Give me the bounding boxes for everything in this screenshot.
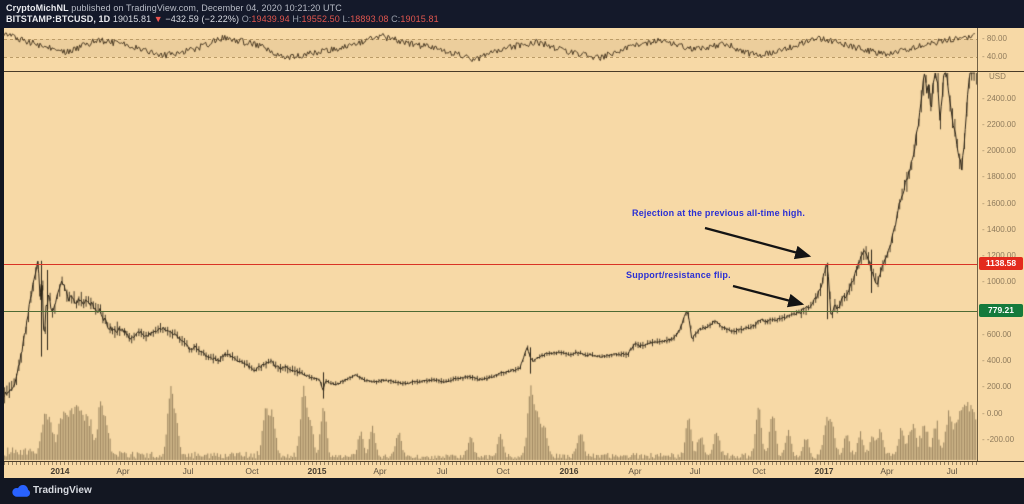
price-axis-border (977, 28, 978, 477)
time-label-apr: Apr (880, 466, 894, 476)
time-label-apr: Apr (373, 466, 387, 476)
price-tick-label: - 1600.00 (982, 198, 1016, 208)
price-tick-label: - 2000.00 (982, 146, 1016, 156)
ohlc-value: 19439.94 (251, 14, 290, 24)
time-label-apr: Apr (628, 466, 642, 476)
support-price-badge: 779.21 (979, 304, 1023, 318)
time-label-apr: Apr (116, 466, 130, 476)
ohlc-label: O: (241, 14, 252, 24)
ohlc-values: O:19439.94 H:19552.50 L:18893.08 C:19015… (242, 14, 439, 24)
price-change: −432.59 (−2.22%) (165, 14, 240, 24)
ohlc-label: L: (339, 14, 351, 24)
time-label-2016: 2016 (559, 466, 579, 476)
author-name: CryptoMichNL (6, 3, 69, 13)
time-label-jul: Jul (182, 466, 194, 476)
time-label-jul: Jul (436, 466, 448, 476)
oscillator-tick-label: - 40.00 (982, 51, 1007, 61)
price-tick-label: - 2400.00 (982, 93, 1016, 103)
price-tick-label: - 400.00 (982, 356, 1012, 366)
ohlc-label: C: (388, 14, 401, 24)
ohlc-label: H: (289, 14, 302, 24)
price-tick-label: - 200.00 (982, 382, 1012, 392)
main-pane-bottom-border (4, 461, 1024, 462)
time-axis[interactable]: 2014 Apr Jul Oct 2015 Apr Jul Oct 2016 Apr Jul Oct 2… (4, 462, 1024, 478)
time-label-jul: Jul (689, 466, 701, 476)
publish-line: CryptoMichNL published on TradingView.co… (6, 3, 342, 13)
time-label-jul: Jul (946, 466, 958, 476)
brand-name: TradingView (33, 485, 92, 496)
publish-info: published on TradingView.com, December 0… (68, 3, 342, 13)
footer: TradingView (0, 478, 1024, 504)
header: CryptoMichNL published on TradingView.co… (0, 0, 1024, 28)
time-label-2014: 2014 (50, 466, 70, 476)
price-chart-canvas[interactable] (0, 28, 1024, 462)
price-tick-label: - 1400.00 (982, 224, 1016, 234)
time-label-2015: 2015 (307, 466, 327, 476)
time-label-oct: Oct (752, 466, 766, 476)
price-tick-label: - 1200.00 (982, 251, 1016, 261)
last-price: 19015.81 (112, 14, 152, 24)
ohlc-value: 18893.08 (350, 14, 389, 24)
time-label-oct: Oct (245, 466, 259, 476)
symbol-line: BITSTAMP:BTCUSD, 1D 19015.81 ▼ −432.59 (… (6, 14, 439, 24)
time-label-2017: 2017 (814, 466, 834, 476)
support-line[interactable] (4, 311, 977, 312)
down-arrow-icon: ▼ (153, 14, 163, 24)
resistance-line[interactable] (4, 264, 977, 265)
annotation-text[interactable]: Support/resistance flip. (626, 270, 731, 280)
time-label-oct: Oct (496, 466, 510, 476)
symbol-label: BITSTAMP:BTCUSD, 1D (6, 14, 111, 24)
annotation-text[interactable]: Rejection at the previous all-time high. (632, 208, 806, 218)
price-tick-label: - 2200.00 (982, 119, 1016, 129)
price-tick-label: - 0.00 (982, 408, 1003, 418)
ohlc-value: 19015.81 (400, 14, 439, 24)
oscillator-tick-label: - 80.00 (982, 33, 1007, 43)
pane-divider[interactable] (4, 71, 1024, 72)
tradingview-logo-icon (12, 484, 30, 497)
price-tick-label: - -200.00 (982, 434, 1015, 444)
resistance-price-badge: 1138.58 (979, 257, 1023, 271)
price-tick-label: - 600.00 (982, 329, 1012, 339)
price-tick-label: - 1000.00 (982, 277, 1016, 287)
currency-label: USD (989, 72, 1006, 81)
ohlc-value: 19552.50 (301, 14, 340, 24)
price-tick-label: - 1800.00 (982, 172, 1016, 182)
